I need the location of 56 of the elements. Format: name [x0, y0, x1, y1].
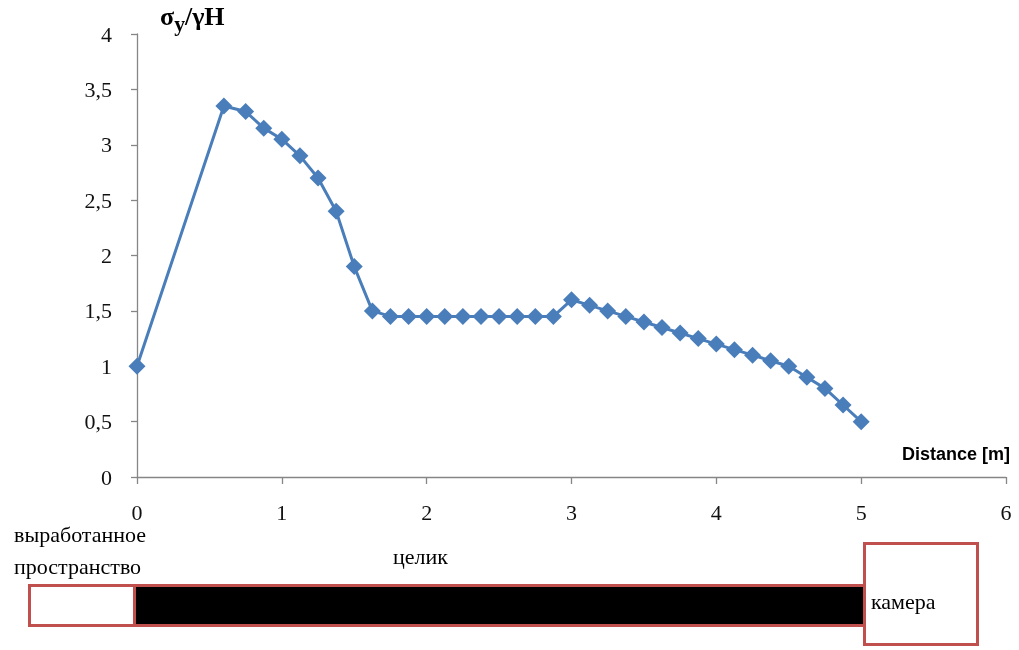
point	[327, 202, 345, 220]
point	[490, 307, 508, 325]
x-tick-label: 3	[566, 499, 577, 525]
point	[291, 147, 309, 165]
point	[309, 169, 327, 187]
y-tick-label: 1,5	[84, 298, 112, 324]
point	[744, 346, 762, 364]
point	[400, 307, 418, 325]
x-tick-label: 1	[276, 499, 288, 525]
point	[689, 330, 707, 348]
point	[472, 307, 490, 325]
point	[544, 307, 562, 325]
point	[255, 119, 273, 137]
point	[508, 307, 526, 325]
point	[707, 335, 725, 353]
point	[273, 130, 291, 148]
point	[599, 302, 617, 320]
point	[418, 307, 436, 325]
point	[454, 307, 472, 325]
point	[436, 307, 454, 325]
point	[780, 357, 798, 375]
point	[526, 307, 544, 325]
point	[762, 352, 780, 370]
x-axis-title: Distance [m]	[901, 444, 1010, 464]
point	[363, 302, 381, 320]
x-tick-label: 4	[710, 499, 722, 525]
y-tick-label: 3	[101, 132, 112, 158]
x-tick-label: 2	[421, 499, 433, 525]
y-tick-label: 3,5	[84, 76, 112, 102]
point	[725, 341, 743, 359]
point	[617, 307, 635, 325]
point	[128, 357, 146, 375]
y-tick-label: 4	[101, 21, 112, 47]
point	[635, 313, 653, 331]
point	[852, 413, 870, 431]
x-tick-label: 6	[1000, 499, 1012, 525]
y-axis-title: σ$_{y}$/γH	[160, 2, 225, 38]
point	[381, 307, 399, 325]
point	[215, 97, 233, 115]
text: камера	[871, 588, 936, 616]
x-tick-label: 5	[855, 499, 867, 525]
point	[816, 379, 834, 397]
point	[237, 103, 255, 121]
text: целик	[393, 543, 448, 571]
point	[671, 324, 689, 342]
point	[653, 318, 671, 336]
y-tick-label: 2,5	[84, 187, 112, 213]
y-tick-label: 0	[101, 464, 112, 490]
y-tick-label: 2	[101, 243, 112, 268]
point	[798, 368, 816, 386]
point	[581, 296, 599, 314]
point	[345, 258, 363, 276]
point	[834, 396, 852, 414]
y-tick-label: 1	[101, 353, 112, 379]
y-tick-label: 0,5	[84, 409, 112, 435]
point	[563, 291, 580, 309]
